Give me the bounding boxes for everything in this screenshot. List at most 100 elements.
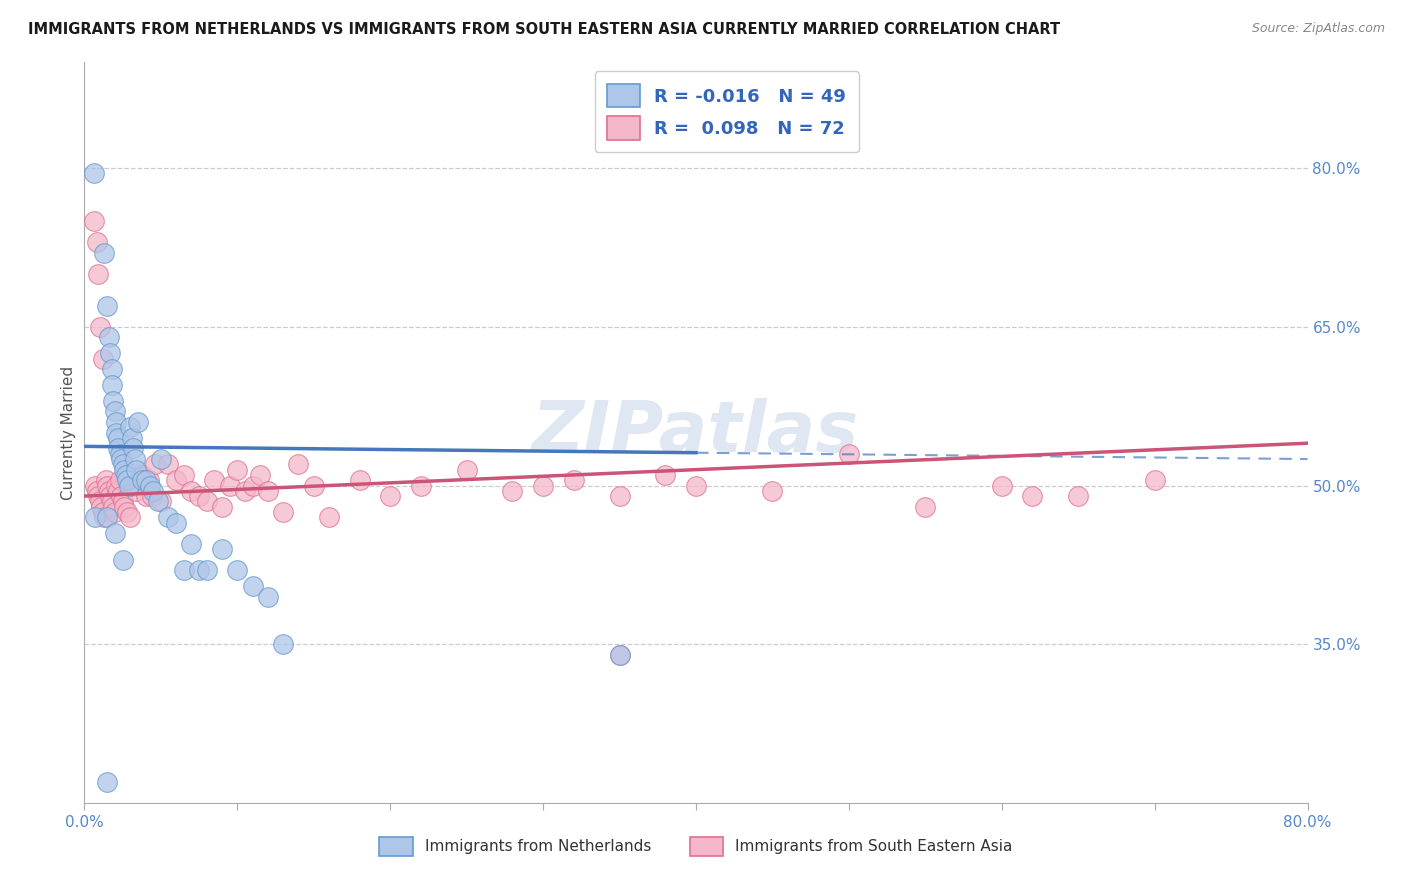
Point [115,473,138,487]
Text: IMMIGRANTS FROM NETHERLANDS VS IMMIGRANTS FROM SOUTH EASTERN ASIA CURRENTLY MARR: IMMIGRANTS FROM NETHERLANDS VS IMMIGRANT… [28,22,1060,37]
Point [157,510,180,524]
Point [128,467,150,482]
Point [98,346,121,360]
Point [112,500,135,514]
Point [101,494,124,508]
Point [110,489,132,503]
Point [180,483,202,498]
Point [111,552,134,566]
Point [685,478,707,492]
Point [202,473,225,487]
Point [173,467,195,482]
Point [86,483,108,498]
Point [302,478,325,492]
Point [96,478,118,492]
Point [103,500,125,514]
Point [157,458,180,472]
Y-axis label: Currently Married: Currently Married [60,366,76,500]
Point [89,494,111,508]
Point [104,505,127,519]
Point [609,648,631,662]
Point [141,489,163,503]
Point [127,415,149,429]
Point [1021,489,1043,503]
Point [502,483,524,498]
Point [211,541,233,556]
Point [105,478,128,492]
Point [120,510,142,524]
Point [131,473,153,487]
Point [118,478,141,492]
Point [318,510,340,524]
Point [96,774,118,789]
Point [149,452,172,467]
Point [111,458,134,472]
Point [87,489,110,503]
Point [84,478,107,492]
Point [149,494,172,508]
Point [107,431,129,445]
Point [120,420,142,434]
Point [101,378,124,392]
Point [409,478,432,492]
Point [125,483,148,498]
Point [242,579,264,593]
Point [609,648,631,662]
Point [173,563,195,577]
Point [180,536,202,550]
Point [218,478,240,492]
Point [349,473,371,487]
Point [124,452,146,467]
Point [914,500,936,514]
Point [146,494,169,508]
Point [107,442,129,456]
Point [83,166,105,180]
Point [165,516,187,530]
Point [233,483,256,498]
Point [103,393,125,408]
Point [104,526,127,541]
Point [226,462,249,476]
Point [609,489,631,503]
Point [226,563,249,577]
Point [101,362,124,376]
Point [165,473,187,487]
Point [838,447,860,461]
Point [271,505,294,519]
Point [139,478,162,492]
Point [114,467,136,482]
Point [380,489,402,503]
Point [991,478,1014,492]
Point [93,510,115,524]
Point [96,510,118,524]
Point [110,452,132,467]
Point [249,467,271,482]
Point [107,483,129,498]
Point [135,489,157,503]
Point [89,319,111,334]
Point [138,473,160,487]
Text: Source: ZipAtlas.com: Source: ZipAtlas.com [1251,22,1385,36]
Point [91,505,114,519]
Point [104,404,127,418]
Point [654,467,676,482]
Point [1067,489,1090,503]
Point [111,494,134,508]
Point [87,267,110,281]
Point [531,478,554,492]
Point [97,330,120,344]
Point [84,510,107,524]
Point [86,235,108,250]
Point [94,473,117,487]
Point [456,462,478,476]
Point [105,425,128,440]
Point [83,214,105,228]
Point [125,462,148,476]
Point [91,351,114,366]
Point [122,442,145,456]
Point [1143,473,1166,487]
Point [108,473,131,487]
Point [142,483,165,498]
Point [761,483,783,498]
Point [211,500,233,514]
